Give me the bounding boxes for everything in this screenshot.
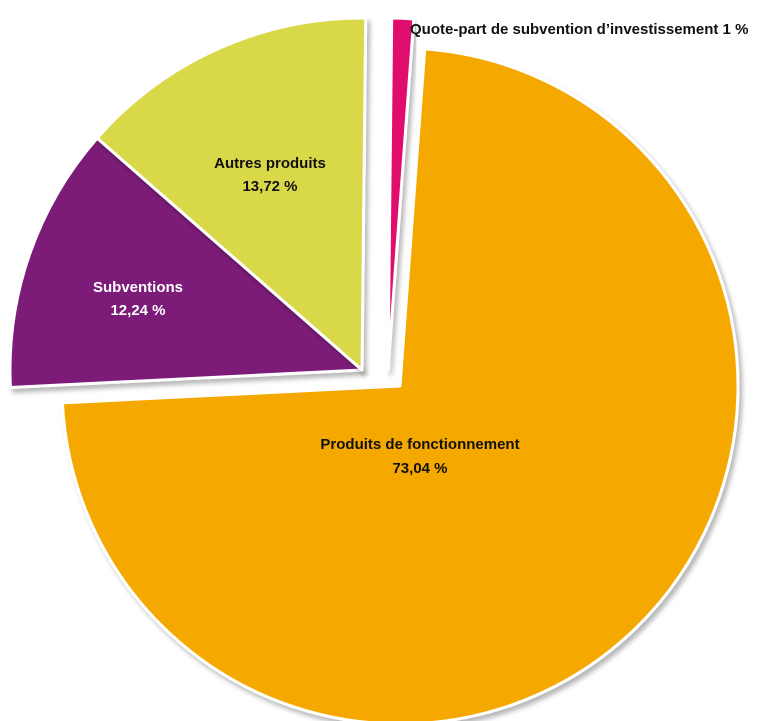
slice-quote-part: [386, 16, 416, 372]
slice-subventions: [8, 136, 364, 390]
pie-slices: [8, 16, 740, 721]
slice-produits-fonctionnement: [60, 47, 740, 721]
slice-label-quote-part: Quote-part de subvention d’investissemen…: [410, 21, 748, 38]
slice-label-subventions: Subventions: [93, 279, 183, 296]
slice-value-subventions: 12,24 %: [110, 302, 165, 319]
slice-value-produits-fonctionnement: 73,04 %: [392, 460, 447, 477]
slice-label-autres-produits: Autres produits: [214, 155, 326, 172]
slice-value-autres-produits: 13,72 %: [242, 178, 297, 195]
slice-label-produits-fonctionnement: Produits de fonctionnement: [320, 436, 519, 453]
slice-autres-produits: [95, 16, 368, 372]
